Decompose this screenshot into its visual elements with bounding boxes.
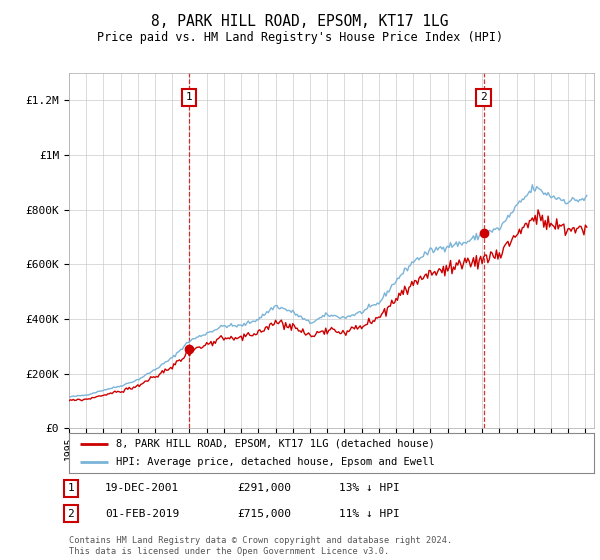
Text: 8, PARK HILL ROAD, EPSOM, KT17 1LG (detached house): 8, PARK HILL ROAD, EPSOM, KT17 1LG (deta… xyxy=(116,439,435,449)
Text: £291,000: £291,000 xyxy=(237,483,291,493)
Text: £715,000: £715,000 xyxy=(237,508,291,519)
Text: 2: 2 xyxy=(480,92,487,102)
Text: 11% ↓ HPI: 11% ↓ HPI xyxy=(339,508,400,519)
Text: 01-FEB-2019: 01-FEB-2019 xyxy=(105,508,179,519)
Text: HPI: Average price, detached house, Epsom and Ewell: HPI: Average price, detached house, Epso… xyxy=(116,458,435,467)
Text: 1: 1 xyxy=(67,483,74,493)
Text: 1: 1 xyxy=(185,92,192,102)
Text: 8, PARK HILL ROAD, EPSOM, KT17 1LG: 8, PARK HILL ROAD, EPSOM, KT17 1LG xyxy=(151,14,449,29)
Text: Contains HM Land Registry data © Crown copyright and database right 2024.
This d: Contains HM Land Registry data © Crown c… xyxy=(69,536,452,556)
Text: 13% ↓ HPI: 13% ↓ HPI xyxy=(339,483,400,493)
Text: 2: 2 xyxy=(67,508,74,519)
Text: 19-DEC-2001: 19-DEC-2001 xyxy=(105,483,179,493)
Text: Price paid vs. HM Land Registry's House Price Index (HPI): Price paid vs. HM Land Registry's House … xyxy=(97,31,503,44)
